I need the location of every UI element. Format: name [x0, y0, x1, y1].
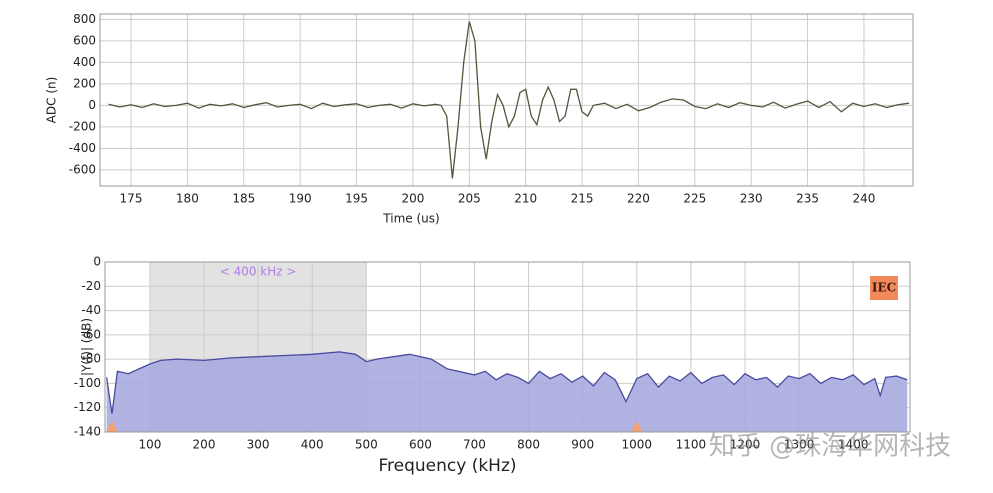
x-tick-label: 1400 — [838, 438, 869, 452]
x-tick-label: 225 — [683, 192, 706, 206]
y-tick-label: -600 — [69, 162, 96, 176]
y-tick-label: 0 — [93, 255, 101, 269]
x-tick-label: 195 — [345, 192, 368, 206]
band-label: < 400 kHz > — [220, 265, 297, 279]
badge: IEC — [872, 281, 896, 295]
y-tick-label: 800 — [73, 12, 96, 26]
y-tick-label: 0 — [88, 98, 96, 112]
x-tick-label: 1000 — [622, 438, 653, 452]
x-tick-label: 205 — [458, 192, 481, 206]
plot-frame — [99, 13, 914, 187]
x-axis-label: Frequency (kHz) — [378, 456, 516, 476]
y-tick-label: 400 — [73, 55, 96, 69]
badge-box — [870, 276, 898, 300]
x-tick-label: 210 — [514, 192, 537, 206]
x-tick-label: 185 — [232, 192, 255, 206]
marker — [106, 421, 119, 432]
x-tick-label: 1300 — [784, 438, 815, 452]
x-tick-label: 300 — [247, 438, 270, 452]
area-fill — [106, 351, 908, 432]
y-tick-label: -200 — [69, 119, 96, 133]
x-tick-label: 230 — [740, 192, 763, 206]
x-tick-label: 700 — [463, 438, 486, 452]
data-line — [108, 21, 910, 179]
x-tick-label: 100 — [138, 438, 161, 452]
marker — [630, 421, 643, 432]
area-line — [105, 351, 908, 414]
x-tick-label: 900 — [571, 438, 594, 452]
plot-frame — [104, 261, 911, 433]
x-tick-label: 190 — [289, 192, 312, 206]
y-tick-label: -120 — [74, 400, 101, 414]
x-tick-label: 180 — [176, 192, 199, 206]
y-axis-label: ADC (n) — [45, 77, 59, 124]
x-tick-label: 500 — [355, 438, 378, 452]
x-tick-label: 175 — [120, 192, 143, 206]
x-tick-label: 240 — [852, 192, 875, 206]
y-tick-label: -400 — [69, 141, 96, 155]
y-tick-label: -20 — [81, 279, 101, 293]
x-tick-label: 220 — [627, 192, 650, 206]
x-tick-label: 200 — [193, 438, 216, 452]
x-tick-label: 1200 — [730, 438, 761, 452]
x-tick-label: 800 — [517, 438, 540, 452]
y-tick-label: 600 — [73, 33, 96, 47]
x-tick-label: 200 — [401, 192, 424, 206]
x-tick-label: 400 — [301, 438, 324, 452]
x-tick-label: 600 — [409, 438, 432, 452]
plot-area — [100, 14, 913, 186]
y-axis-label: |Y(f)| (dB) — [80, 318, 94, 376]
y-tick-label: 200 — [73, 76, 96, 90]
x-axis-label: Time (us) — [382, 212, 439, 226]
x-tick-label: 215 — [571, 192, 594, 206]
y-tick-label: -140 — [74, 425, 101, 439]
watermark: 知乎 @珠海华网科技 — [709, 432, 951, 462]
y-tick-label: -80 — [81, 352, 101, 366]
y-tick-label: -100 — [74, 376, 101, 390]
x-tick-label: 235 — [796, 192, 819, 206]
y-tick-label: -40 — [81, 303, 101, 317]
y-tick-label: -60 — [81, 327, 101, 341]
x-tick-label: 1100 — [676, 438, 707, 452]
